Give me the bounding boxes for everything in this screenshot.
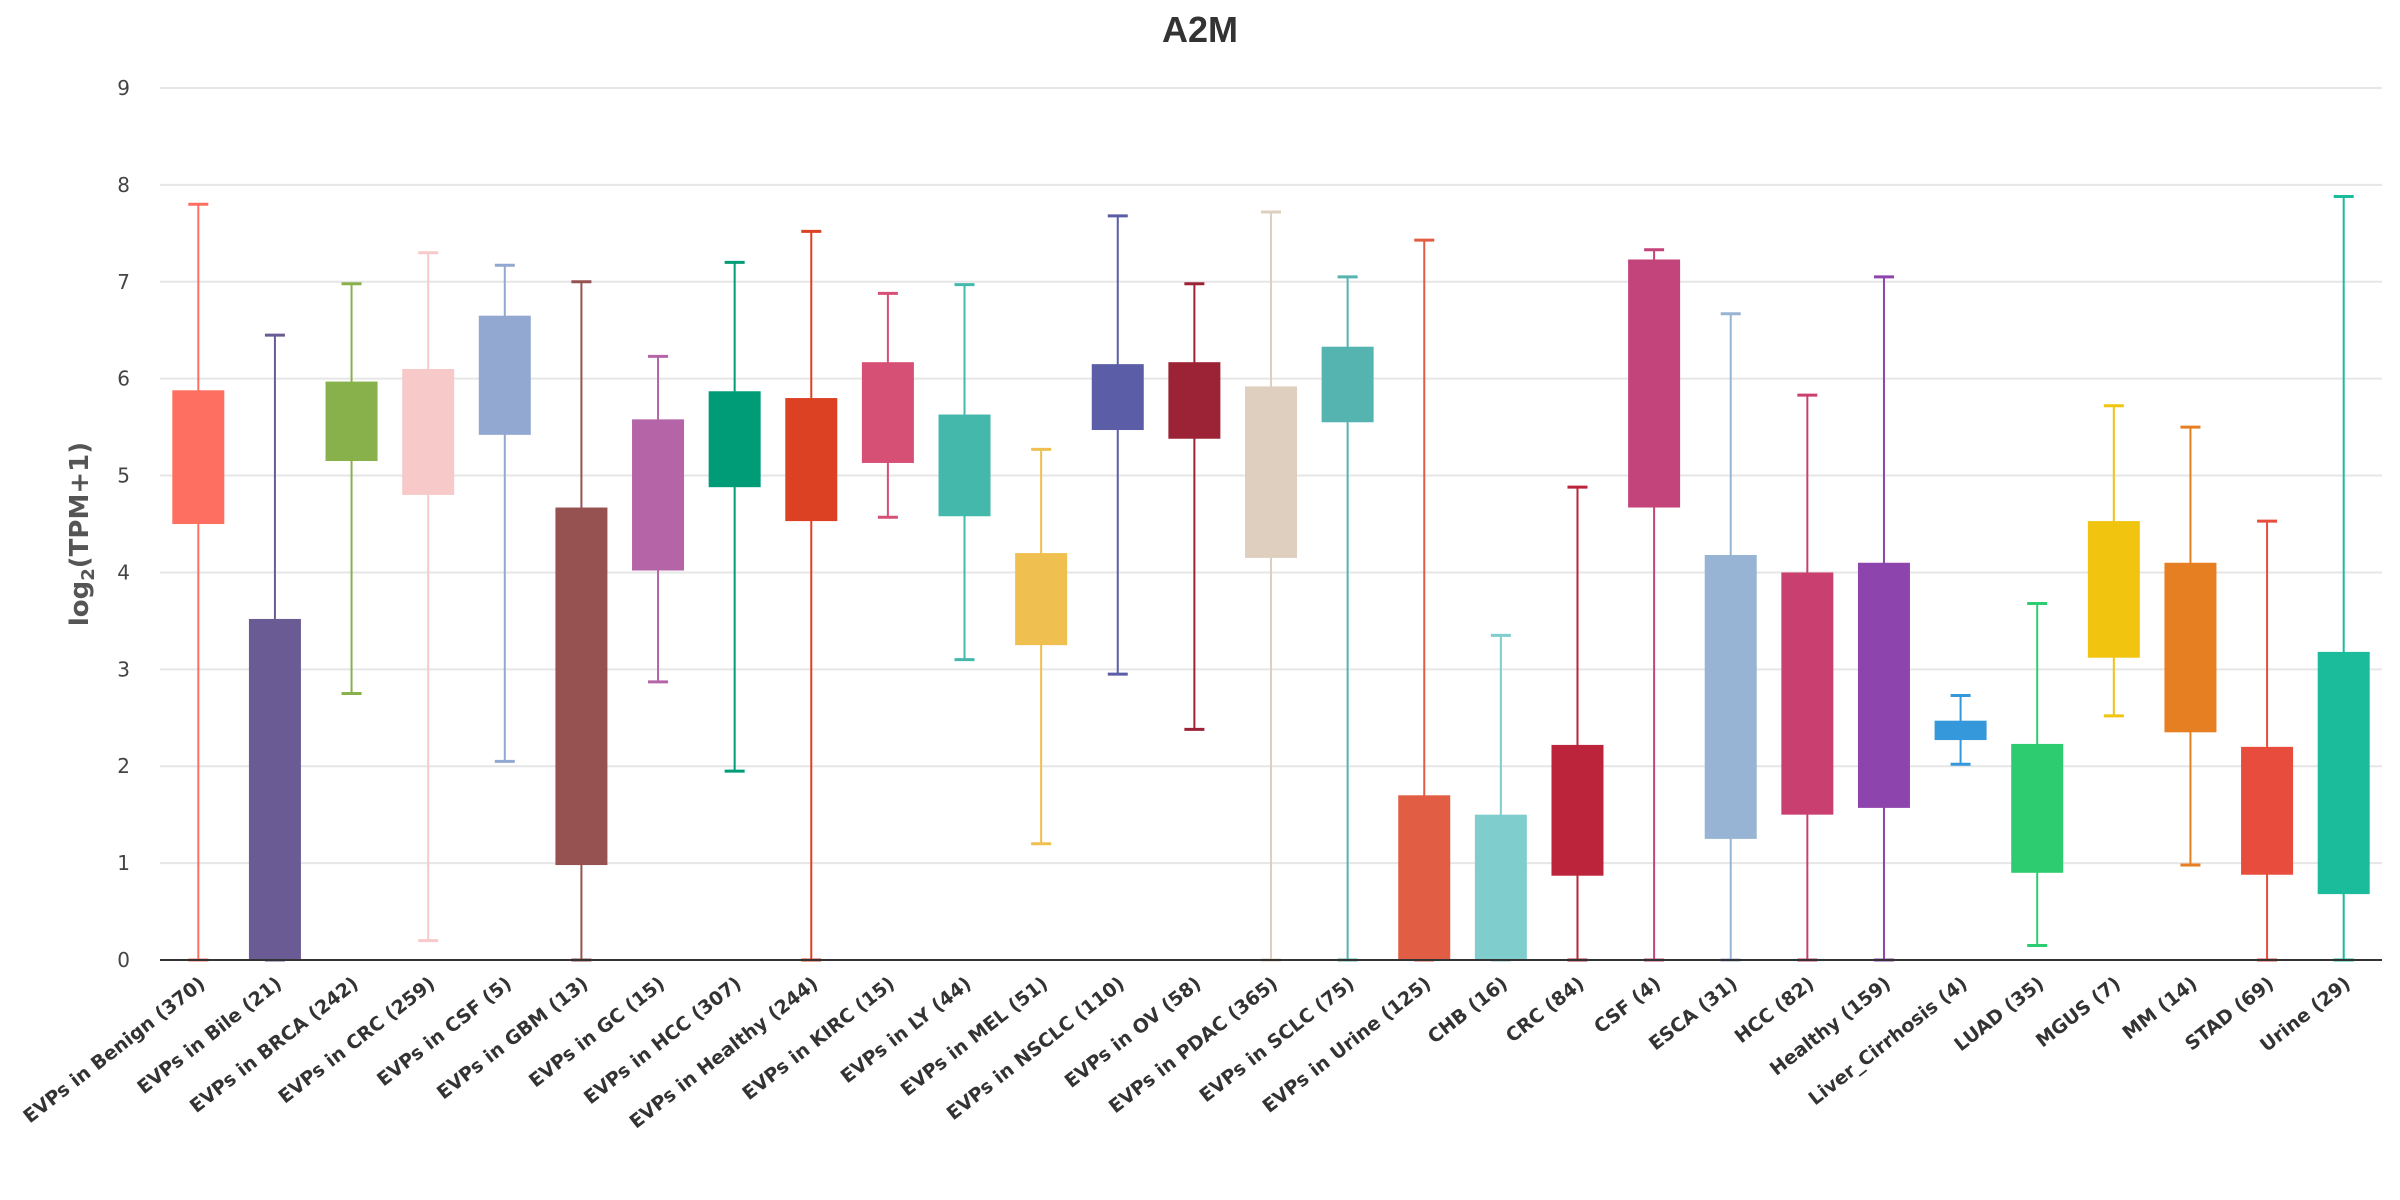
box-body — [708, 391, 761, 488]
boxes — [172, 195, 2370, 962]
box-body — [2011, 743, 2064, 873]
box-group — [1015, 447, 1068, 846]
box-group — [861, 291, 914, 519]
box-body — [1015, 553, 1068, 646]
chart-title: A2M — [1162, 9, 1238, 50]
y-axis-label: log2(TPM+1) — [65, 442, 99, 626]
box-body — [2087, 521, 2140, 658]
box-body — [1321, 346, 1374, 423]
box-group — [1245, 210, 1297, 962]
box-group — [1857, 275, 1910, 962]
box-group — [2011, 601, 2064, 947]
box-group — [1934, 693, 1987, 766]
box-group — [1091, 214, 1144, 676]
box-body — [1168, 362, 1221, 439]
box-body — [632, 419, 685, 571]
x-axis-ticks: EVPs in Benign (370)EVPs in Bile (21)EVP… — [19, 973, 2354, 1134]
x-tick-label: CHB (16) — [1424, 973, 1512, 1049]
y-tick-label: 1 — [117, 851, 130, 875]
box-body — [248, 618, 301, 960]
box-body — [1551, 744, 1604, 876]
box-body — [2317, 651, 2370, 895]
box-group — [632, 354, 685, 684]
y-tick-label: 7 — [117, 270, 130, 294]
box-body — [2164, 562, 2217, 733]
x-tick-label: EVPs in OV (58) — [1061, 973, 1206, 1093]
y-tick-label: 5 — [117, 464, 130, 488]
box-body — [1474, 814, 1527, 960]
box-group — [1781, 393, 1834, 962]
box-body — [1628, 259, 1681, 508]
box-group — [1551, 485, 1604, 962]
box-body — [1781, 572, 1834, 815]
box-group — [1628, 248, 1681, 962]
box-group — [1704, 312, 1757, 962]
box-group — [708, 260, 761, 773]
x-tick-label: EVPs in LY (44) — [837, 973, 976, 1088]
y-tick-label: 6 — [117, 367, 130, 391]
x-tick-label: EVPs in GC (15) — [525, 973, 669, 1092]
box-group — [2317, 195, 2370, 962]
box-group — [1168, 282, 1221, 731]
x-tick-label: EVPs in Bile (21) — [133, 973, 286, 1099]
box-group — [172, 202, 225, 962]
box-body — [478, 315, 531, 435]
box-body — [1934, 720, 1987, 741]
box-group — [785, 229, 838, 962]
y-tick-label: 9 — [117, 76, 130, 100]
y-tick-label: 8 — [117, 173, 130, 197]
box-body — [172, 390, 225, 524]
x-tick-label: CSF (4) — [1590, 973, 1665, 1038]
box-body — [555, 507, 608, 866]
box-group — [402, 251, 455, 943]
y-axis-ticks: 0 1 2 3 4 5 6 7 8 9 — [117, 76, 130, 972]
x-tick-label: EVPs in CSF (5) — [373, 973, 516, 1091]
box-group — [478, 263, 531, 763]
box-group — [1321, 275, 1374, 962]
box-group — [1474, 633, 1527, 962]
y-axis-label-post: (TPM+1) — [65, 442, 95, 568]
y-tick-label: 2 — [117, 754, 130, 778]
box-body — [1398, 795, 1451, 960]
x-tick-label: CRC (84) — [1502, 973, 1589, 1048]
box-group — [2164, 425, 2217, 867]
box-body — [938, 414, 991, 517]
y-axis-label-pre: log — [65, 581, 95, 626]
x-tick-label: MGUS (7) — [2032, 973, 2125, 1052]
box-group — [1398, 238, 1451, 962]
box-group — [555, 280, 608, 962]
box-group — [2087, 404, 2140, 718]
y-tick-label: 3 — [117, 657, 130, 681]
box-body — [1245, 386, 1297, 558]
box-body — [1704, 555, 1757, 839]
y-tick-label: 0 — [117, 948, 130, 972]
box-group — [325, 282, 378, 696]
box-body — [1091, 364, 1144, 431]
box-group — [248, 333, 301, 962]
box-group — [938, 283, 991, 662]
box-body — [2241, 746, 2294, 875]
box-body — [325, 381, 378, 462]
box-body — [785, 398, 838, 522]
box-body — [861, 362, 914, 463]
box-body — [402, 368, 455, 495]
y-tick-label: 4 — [117, 560, 130, 584]
box-group — [2241, 519, 2294, 962]
box-body — [1857, 562, 1910, 808]
y-axis-label-sub: 2 — [78, 568, 99, 581]
